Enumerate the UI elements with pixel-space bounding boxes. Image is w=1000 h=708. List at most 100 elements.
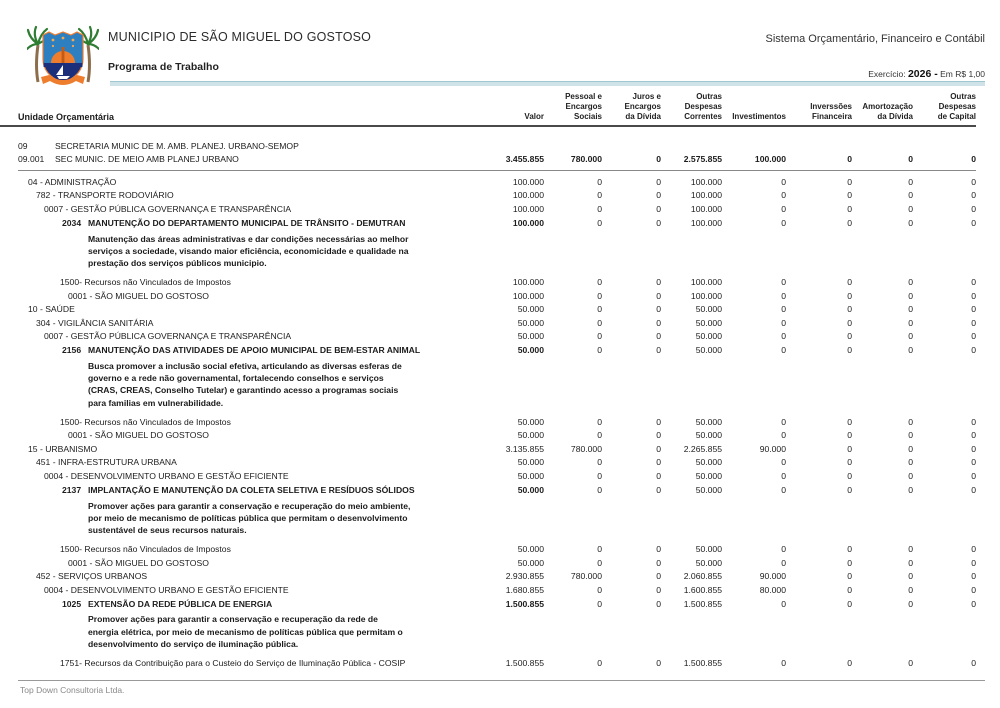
value-cell: 0 [597, 485, 602, 496]
row-label-cell: 15 - URBANISMO [0, 444, 470, 454]
value-cell: 1.500.855 [505, 658, 544, 669]
row-label: 1500- Recursos não Vinculados de Imposto… [60, 544, 231, 555]
value-cell: 0 [908, 277, 913, 288]
value-cell: 0 [847, 290, 852, 301]
value-cell: 0 [971, 430, 976, 441]
row-label-cell: 2156 MANUTENÇÃO DAS ATIVIDADES DE APOIO M… [0, 345, 470, 355]
table-row: 0001 - SÃO MIGUEL DO GOSTOSO 100.000 0 0 100… [0, 289, 976, 303]
table-row: 0001 - SÃO MIGUEL DO GOSTOSO 50.000 0 0 50.0… [0, 556, 976, 570]
value-cell: 50.000 [695, 485, 722, 496]
row-label: 782 - TRANSPORTE RODOVIÁRIO [36, 190, 174, 201]
value-cell: 0 [971, 331, 976, 342]
value-cell: 0 [597, 331, 602, 342]
value-cell: 0 [656, 470, 661, 481]
value-cell: 100.000 [512, 176, 544, 187]
value-cell: 0 [781, 544, 786, 555]
value-cell: 0 [781, 277, 786, 288]
value-cell: 0 [597, 304, 602, 315]
row-code: 09 [18, 140, 28, 151]
table-row: 10 - SAÚDE 50.000 0 0 50.000 0 0 0 0 [0, 302, 976, 316]
value-cell: 50.000 [517, 457, 544, 468]
value-cell: 0 [656, 345, 661, 356]
table-row: 0004 - DESENVOLVIMENTO URBANO E GESTÃO E… [0, 583, 976, 597]
value-cell: 50.000 [695, 457, 722, 468]
value-cell: 0 [908, 218, 913, 228]
value-cell: 0 [656, 203, 661, 214]
value-cell: 50.000 [517, 430, 544, 441]
row-label: 451 - INFRA-ESTRUTURA URBANA [36, 457, 177, 468]
value-cell: 0 [971, 457, 976, 468]
value-cell: 0 [597, 584, 602, 595]
row-code: 2034 [62, 218, 82, 228]
value-cell: 0 [847, 190, 852, 201]
value-cell: 0 [597, 416, 602, 427]
table-row: 1025 EXTENSÃO DA REDE PÚBLICA DE ENERGIA 1… [0, 596, 976, 611]
table-row: 1500- Recursos não Vinculados de Imposto… [0, 542, 976, 556]
system-name: Sistema Orçamentário, Financeiro e Contá… [765, 33, 985, 45]
row-label: 0004 - DESENVOLVIMENTO URBANO E GESTÃO E… [44, 470, 289, 481]
value-cell: 0 [781, 658, 786, 669]
value-cell: 50.000 [517, 485, 544, 496]
value-cell: 0 [847, 218, 852, 228]
value-cell: 2.575.855 [683, 154, 722, 165]
value-cell: 0 [847, 571, 852, 582]
row-label-cell: 0007 - GESTÃO PÚBLICA GOVERNANÇA E TRANS… [0, 331, 470, 341]
value-cell: 0 [597, 190, 602, 201]
report-title: Programa de Trabalho [108, 61, 219, 73]
value-cell: 0 [847, 658, 852, 669]
exercise-label: Exercício: [868, 69, 906, 79]
value-cell: 0 [781, 457, 786, 468]
value-cell: 90.000 [759, 571, 786, 582]
value-cell: 0 [656, 571, 661, 582]
value-cell: 100.000 [512, 290, 544, 301]
value-cell: 0 [908, 290, 913, 301]
value-cell: 0 [656, 154, 661, 165]
value-cell: 0 [847, 457, 852, 468]
value-cell: 50.000 [517, 345, 544, 356]
row-label-cell: 782 - TRANSPORTE RODOVIÁRIO [0, 190, 470, 200]
table-row: 15 - URBANISMO 3.135.855 780.000 0 2.265.855… [0, 442, 976, 456]
value-cell: 0 [971, 290, 976, 301]
row-label-cell: 10 - SAÚDE [0, 304, 470, 314]
value-cell: 100.000 [512, 277, 544, 288]
row-label-cell: 1500- Recursos não Vinculados de Imposto… [0, 277, 470, 287]
value-cell: 0 [908, 584, 913, 595]
value-cell: 0 [781, 218, 786, 228]
value-cell: 0 [597, 290, 602, 301]
row-label-cell: 1025 EXTENSÃO DA REDE PÚBLICA DE ENERGIA [0, 599, 470, 609]
value-cell: 0 [597, 277, 602, 288]
value-cell: 0 [908, 557, 913, 568]
value-cell: 0 [971, 557, 976, 568]
value-cell: 0 [781, 290, 786, 301]
footer-divider [18, 680, 985, 681]
value-cell: 0 [847, 277, 852, 288]
table-row: 0007 - GESTÃO PÚBLICA GOVERNANÇA E TRANS… [0, 202, 976, 216]
row-label-cell: 1500- Recursos não Vinculados de Imposto… [0, 417, 470, 427]
row-label-cell: 451 - INFRA-ESTRUTURA URBANA [0, 457, 470, 467]
value-cell: 0 [971, 154, 976, 165]
value-cell: 100.000 [690, 277, 722, 288]
row-label-cell: 0004 - DESENVOLVIMENTO URBANO E GESTÃO E… [0, 471, 470, 481]
value-cell: 50.000 [695, 544, 722, 555]
footer-vendor: Top Down Consultoria Ltda. [20, 685, 125, 695]
value-cell: 50.000 [517, 557, 544, 568]
value-cell: 0 [656, 304, 661, 315]
row-label: IMPLANTAÇÃO E MANUTENÇÃO DA COLETA SELET… [88, 485, 415, 496]
value-cell: 100.000 [690, 190, 722, 201]
action-description: Manutenção das áreas administrativas e d… [88, 233, 409, 269]
value-cell: 0 [847, 544, 852, 555]
value-cell: 50.000 [695, 345, 722, 356]
value-cell: 0 [908, 571, 913, 582]
value-cell: 0 [971, 218, 976, 228]
value-cell: 50.000 [517, 416, 544, 427]
row-label: 304 - VIGILÂNCIA SANITÁRIA [36, 317, 154, 328]
value-cell: 0 [971, 203, 976, 214]
value-cell: 0 [597, 345, 602, 356]
value-cell: 0 [847, 485, 852, 496]
value-cell: 0 [908, 331, 913, 342]
value-cell: 0 [597, 457, 602, 468]
value-cell: 0 [971, 277, 976, 288]
row-label: SECRETARIA MUNIC DE M. AMB. PLANEJ. URBA… [55, 140, 299, 151]
municipal-coat-of-arms-icon [25, 13, 101, 96]
value-cell: 0 [656, 584, 661, 595]
